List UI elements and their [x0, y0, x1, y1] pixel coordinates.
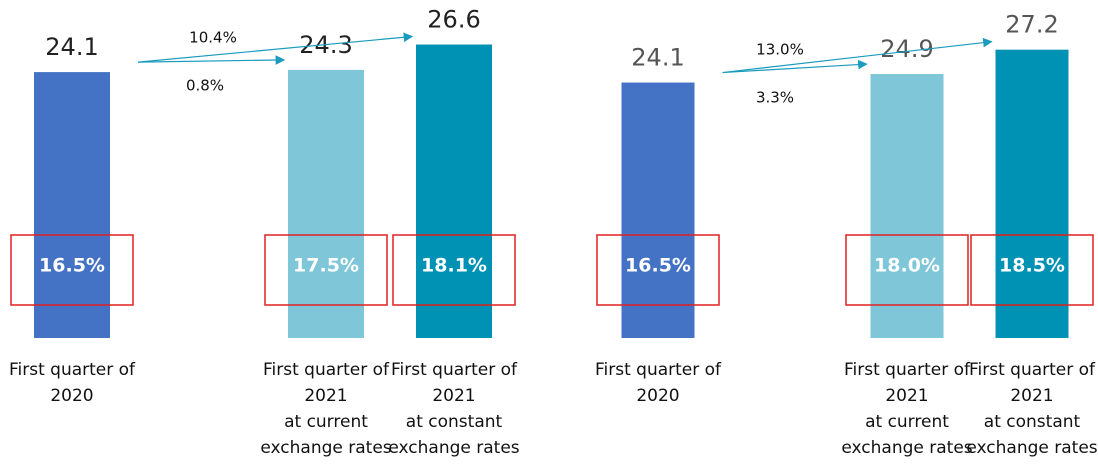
- value-label: 24.1: [631, 44, 684, 72]
- value-label: 24.1: [45, 33, 98, 61]
- category-label: First quarter of: [595, 360, 722, 380]
- category-label: 2020: [636, 386, 679, 406]
- category-label: 2021: [885, 386, 928, 406]
- margin-label: 16.5%: [39, 255, 105, 277]
- growth-arrow: [722, 59, 868, 74]
- bar: [416, 44, 492, 338]
- value-label: 27.2: [1005, 11, 1058, 39]
- growth-label: 13.0%: [756, 41, 804, 59]
- bar: [870, 74, 944, 338]
- highlight-box: [596, 234, 720, 306]
- margin-label: 18.5%: [999, 255, 1065, 277]
- category-label: exchange rates: [966, 438, 1097, 458]
- highlight-box: [392, 234, 516, 306]
- growth-label: 3.3%: [756, 89, 794, 107]
- category-label: at current: [284, 412, 368, 432]
- growth-label: 10.4%: [189, 29, 237, 47]
- bar: [621, 82, 695, 338]
- bar: [995, 49, 1069, 339]
- category-label: exchange rates: [388, 438, 519, 458]
- margin-label: 18.1%: [421, 255, 487, 277]
- bar: [288, 69, 364, 338]
- category-label: exchange rates: [841, 438, 972, 458]
- margin-label: 17.5%: [293, 255, 359, 277]
- value-label: 26.6: [427, 6, 480, 34]
- category-label: at constant: [406, 412, 503, 432]
- highlight-box: [845, 234, 969, 306]
- highlight-box: [970, 234, 1094, 306]
- growth-arrow: [722, 37, 993, 74]
- category-label: 2021: [1010, 386, 1053, 406]
- category-label: 2021: [432, 386, 475, 406]
- growth-arrow: [137, 55, 286, 65]
- category-label: First quarter of: [844, 360, 971, 380]
- growth-label: 0.8%: [186, 77, 224, 95]
- highlight-box: [264, 234, 388, 306]
- category-label: First quarter of: [263, 360, 390, 380]
- category-label: First quarter of: [969, 360, 1096, 380]
- category-label: First quarter of: [9, 360, 136, 380]
- highlight-box: [10, 234, 134, 306]
- category-label: exchange rates: [260, 438, 391, 458]
- category-label: at current: [865, 412, 949, 432]
- category-label: First quarter of: [391, 360, 518, 380]
- margin-label: 18.0%: [874, 255, 940, 277]
- bar: [34, 72, 110, 338]
- margin-label: 16.5%: [625, 255, 691, 277]
- growth-arrow: [137, 32, 414, 63]
- category-label: 2020: [50, 386, 93, 406]
- category-label: at constant: [984, 412, 1081, 432]
- category-label: 2021: [304, 386, 347, 406]
